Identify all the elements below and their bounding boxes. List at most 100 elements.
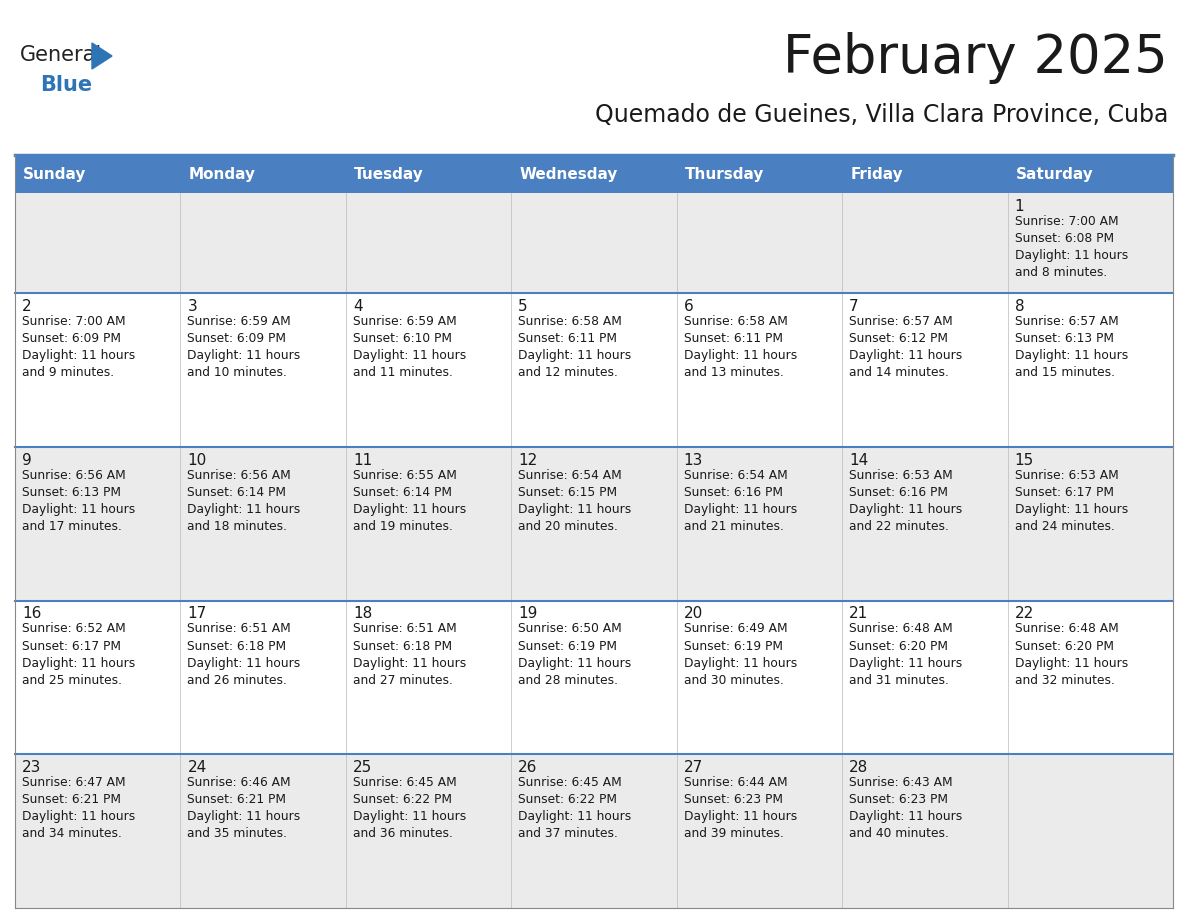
Text: Sunset: 6:17 PM: Sunset: 6:17 PM: [1015, 486, 1113, 498]
Bar: [677, 755, 842, 908]
Text: Daylight: 11 hours: Daylight: 11 hours: [518, 656, 632, 669]
Text: Wednesday: Wednesday: [519, 166, 618, 182]
Text: 23: 23: [23, 760, 42, 775]
Text: Sunset: 6:15 PM: Sunset: 6:15 PM: [518, 486, 618, 498]
Text: and 8 minutes.: and 8 minutes.: [1015, 266, 1107, 279]
Text: Daylight: 11 hours: Daylight: 11 hours: [188, 656, 301, 669]
Text: Sunrise: 6:58 AM: Sunrise: 6:58 AM: [684, 315, 788, 328]
Text: 21: 21: [849, 607, 868, 621]
Text: Sunrise: 6:53 AM: Sunrise: 6:53 AM: [849, 469, 953, 482]
Bar: [15, 193, 181, 293]
Text: and 12 minutes.: and 12 minutes.: [518, 366, 618, 379]
Text: 9: 9: [23, 453, 32, 468]
Text: and 25 minutes.: and 25 minutes.: [23, 674, 122, 687]
Text: Daylight: 11 hours: Daylight: 11 hours: [1015, 349, 1127, 362]
Text: Daylight: 11 hours: Daylight: 11 hours: [353, 656, 466, 669]
Text: and 18 minutes.: and 18 minutes.: [188, 520, 287, 532]
Text: Daylight: 11 hours: Daylight: 11 hours: [23, 656, 135, 669]
Text: 10: 10: [188, 453, 207, 468]
Text: Sunrise: 6:48 AM: Sunrise: 6:48 AM: [849, 622, 953, 635]
Text: and 40 minutes.: and 40 minutes.: [849, 827, 949, 840]
Bar: [1007, 293, 1173, 447]
Text: Saturday: Saturday: [1016, 166, 1093, 182]
Text: Sunrise: 6:54 AM: Sunrise: 6:54 AM: [684, 469, 788, 482]
Bar: [346, 193, 511, 293]
Bar: [346, 155, 511, 193]
Polygon shape: [91, 43, 112, 69]
Text: Daylight: 11 hours: Daylight: 11 hours: [849, 811, 962, 823]
Text: Sunset: 6:16 PM: Sunset: 6:16 PM: [849, 486, 948, 498]
Text: Sunrise: 6:56 AM: Sunrise: 6:56 AM: [188, 469, 291, 482]
Bar: [1007, 600, 1173, 755]
Text: and 11 minutes.: and 11 minutes.: [353, 366, 453, 379]
Bar: [677, 600, 842, 755]
Text: 20: 20: [684, 607, 703, 621]
Bar: [677, 293, 842, 447]
Text: Thursday: Thursday: [684, 166, 764, 182]
Text: Daylight: 11 hours: Daylight: 11 hours: [23, 503, 135, 516]
Text: Sunset: 6:20 PM: Sunset: 6:20 PM: [1015, 640, 1113, 653]
Text: 11: 11: [353, 453, 372, 468]
Text: 6: 6: [684, 299, 694, 314]
Text: Sunrise: 6:58 AM: Sunrise: 6:58 AM: [518, 315, 623, 328]
Bar: [842, 447, 1007, 600]
Bar: [181, 755, 346, 908]
Text: Sunrise: 6:52 AM: Sunrise: 6:52 AM: [23, 622, 126, 635]
Text: Sunrise: 6:49 AM: Sunrise: 6:49 AM: [684, 622, 788, 635]
Text: Sunrise: 6:51 AM: Sunrise: 6:51 AM: [188, 622, 291, 635]
Text: Sunset: 6:18 PM: Sunset: 6:18 PM: [188, 640, 286, 653]
Bar: [346, 755, 511, 908]
Text: Sunrise: 7:00 AM: Sunrise: 7:00 AM: [1015, 215, 1118, 228]
Text: and 17 minutes.: and 17 minutes.: [23, 520, 122, 532]
Text: Sunrise: 6:56 AM: Sunrise: 6:56 AM: [23, 469, 126, 482]
Bar: [181, 155, 346, 193]
Text: Daylight: 11 hours: Daylight: 11 hours: [518, 503, 632, 516]
Text: Sunset: 6:22 PM: Sunset: 6:22 PM: [353, 793, 451, 806]
Bar: [511, 755, 677, 908]
Bar: [1007, 755, 1173, 908]
Bar: [15, 447, 181, 600]
Text: and 15 minutes.: and 15 minutes.: [1015, 366, 1114, 379]
Text: and 35 minutes.: and 35 minutes.: [188, 827, 287, 840]
Text: and 14 minutes.: and 14 minutes.: [849, 366, 949, 379]
Bar: [511, 293, 677, 447]
Text: Daylight: 11 hours: Daylight: 11 hours: [353, 811, 466, 823]
Text: Quemado de Gueines, Villa Clara Province, Cuba: Quemado de Gueines, Villa Clara Province…: [595, 103, 1168, 127]
Text: Sunset: 6:09 PM: Sunset: 6:09 PM: [23, 332, 121, 345]
Text: Sunrise: 6:59 AM: Sunrise: 6:59 AM: [353, 315, 456, 328]
Text: and 13 minutes.: and 13 minutes.: [684, 366, 784, 379]
Text: Sunset: 6:08 PM: Sunset: 6:08 PM: [1015, 232, 1113, 245]
Text: Sunset: 6:14 PM: Sunset: 6:14 PM: [353, 486, 451, 498]
Text: Daylight: 11 hours: Daylight: 11 hours: [23, 811, 135, 823]
Bar: [677, 155, 842, 193]
Text: Sunrise: 7:00 AM: Sunrise: 7:00 AM: [23, 315, 126, 328]
Text: 28: 28: [849, 760, 868, 775]
Text: and 39 minutes.: and 39 minutes.: [684, 827, 784, 840]
Text: 16: 16: [23, 607, 42, 621]
Text: 4: 4: [353, 299, 362, 314]
Text: and 27 minutes.: and 27 minutes.: [353, 674, 453, 687]
Text: February 2025: February 2025: [783, 32, 1168, 84]
Bar: [511, 600, 677, 755]
Text: Sunset: 6:18 PM: Sunset: 6:18 PM: [353, 640, 451, 653]
Text: Blue: Blue: [40, 75, 93, 95]
Bar: [511, 193, 677, 293]
Text: and 19 minutes.: and 19 minutes.: [353, 520, 453, 532]
Text: Daylight: 11 hours: Daylight: 11 hours: [684, 656, 797, 669]
Text: Sunset: 6:19 PM: Sunset: 6:19 PM: [684, 640, 783, 653]
Bar: [842, 755, 1007, 908]
Text: Sunset: 6:20 PM: Sunset: 6:20 PM: [849, 640, 948, 653]
Bar: [15, 155, 181, 193]
Text: Daylight: 11 hours: Daylight: 11 hours: [518, 811, 632, 823]
Text: Daylight: 11 hours: Daylight: 11 hours: [188, 503, 301, 516]
Text: Sunset: 6:23 PM: Sunset: 6:23 PM: [684, 793, 783, 806]
Text: Sunrise: 6:54 AM: Sunrise: 6:54 AM: [518, 469, 623, 482]
Text: Daylight: 11 hours: Daylight: 11 hours: [849, 349, 962, 362]
Text: Sunrise: 6:47 AM: Sunrise: 6:47 AM: [23, 777, 126, 789]
Text: and 30 minutes.: and 30 minutes.: [684, 674, 784, 687]
Text: Sunrise: 6:57 AM: Sunrise: 6:57 AM: [849, 315, 953, 328]
Text: Monday: Monday: [189, 166, 255, 182]
Text: 14: 14: [849, 453, 868, 468]
Text: 8: 8: [1015, 299, 1024, 314]
Text: Daylight: 11 hours: Daylight: 11 hours: [1015, 656, 1127, 669]
